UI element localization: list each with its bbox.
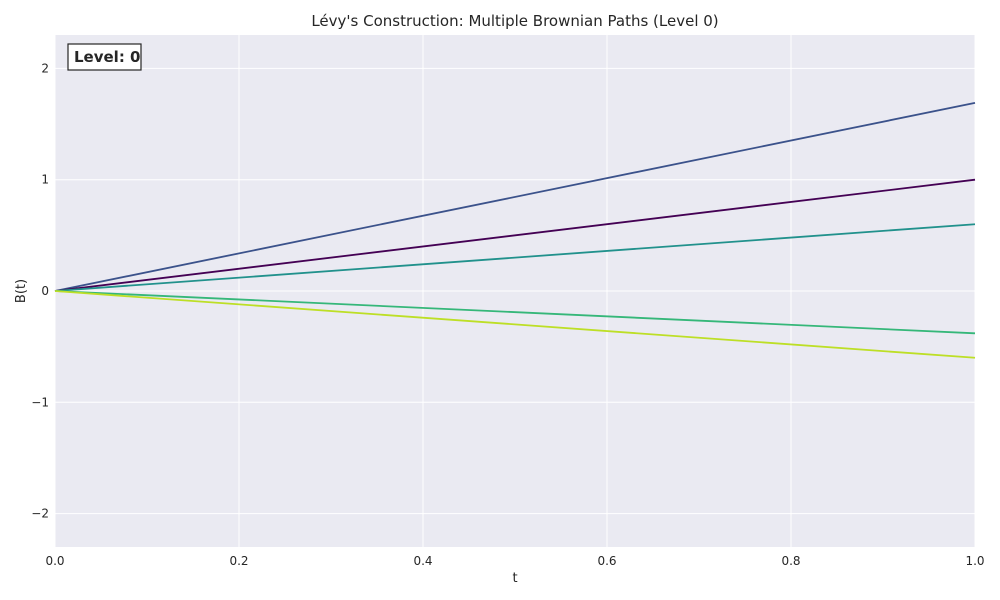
x-tick-label: 0.4 <box>413 554 432 568</box>
x-tick-label: 0.8 <box>781 554 800 568</box>
level-annotation-box <box>67 43 142 71</box>
y-axis-label: B(t) <box>14 279 29 303</box>
x-tick-label: 1.0 <box>965 554 984 568</box>
series-line-3 <box>54 223 976 292</box>
grid <box>54 35 976 547</box>
x-tick-label: 0.6 <box>597 554 616 568</box>
y-tick-label: 1 <box>41 173 49 187</box>
y-tick-label: −1 <box>31 395 49 409</box>
x-tick-label: 0.0 <box>45 554 64 568</box>
y-tick-label: 2 <box>41 61 49 75</box>
x-tick-label: 0.2 <box>229 554 248 568</box>
series-line-1 <box>54 102 976 292</box>
level-annotation-text: Level: 0 <box>74 48 140 66</box>
series-line-4 <box>54 290 976 335</box>
y-tick-labels: −2 −1 0 1 2 <box>31 61 49 520</box>
y-tick-label: 0 <box>41 284 49 298</box>
series-group <box>54 102 976 359</box>
x-tick-labels: 0.0 0.2 0.4 0.6 0.8 1.0 <box>45 554 984 568</box>
series-line-2 <box>54 178 976 292</box>
x-axis-label: t <box>512 571 517 586</box>
y-tick-label: −2 <box>31 507 49 521</box>
chart-title: Lévy's Construction: Multiple Brownian P… <box>311 12 718 30</box>
series-line-5 <box>54 290 976 359</box>
level-annotation: Level: 0 <box>67 43 142 71</box>
